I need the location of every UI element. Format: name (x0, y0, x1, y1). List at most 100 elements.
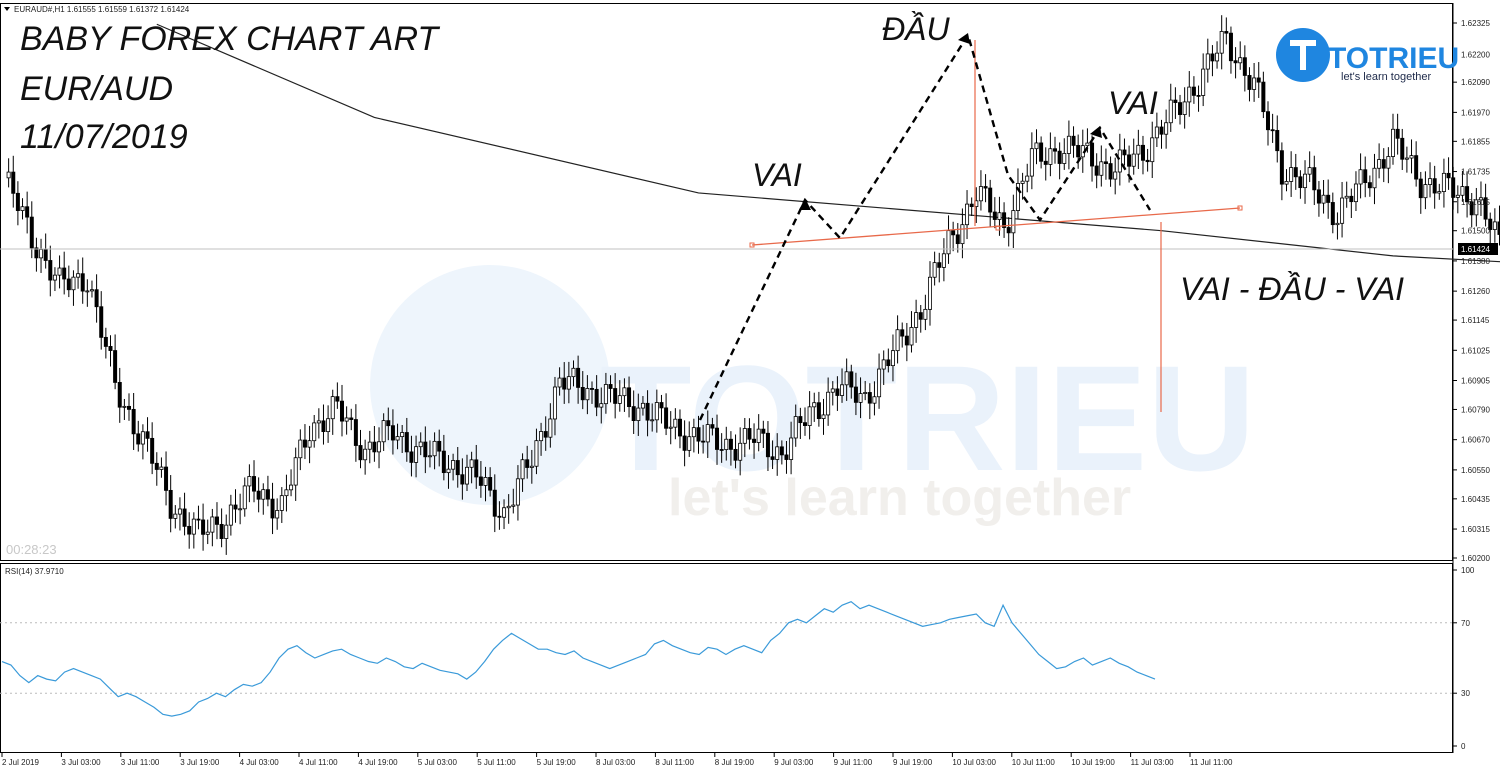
candle (1326, 179, 1331, 219)
candle (11, 155, 16, 208)
candle-body-bear (682, 435, 687, 451)
candle (918, 304, 923, 333)
candle (668, 411, 673, 445)
candle-body-bear (390, 425, 395, 441)
price-tick-label: 1.61735 (1461, 168, 1490, 177)
candle (983, 174, 988, 203)
candle-body-bull (965, 203, 970, 226)
candle (1335, 212, 1340, 240)
candle-body-bull (909, 327, 914, 346)
candle-body-bull (821, 414, 826, 420)
candle-body-bear (765, 432, 770, 458)
candle (1053, 136, 1058, 164)
price-axis: 1.62325 1.62200 1.62090 1.61970 1.61855 1.617… (1453, 19, 1490, 563)
candle-body-bear (747, 428, 752, 440)
candle (1201, 53, 1206, 107)
candle-body-bull (367, 441, 372, 450)
candle-body-bull (395, 436, 400, 441)
candle-body-bull (1391, 128, 1396, 157)
candle-body-bear (580, 387, 585, 401)
candle-body-bull (293, 457, 298, 486)
candle-body-bull (20, 206, 25, 211)
candle (529, 449, 534, 484)
candle-body-bear (455, 460, 460, 476)
candle-body-bull (622, 387, 627, 397)
candle-body-bull (650, 419, 655, 422)
candle-body-bull (668, 426, 673, 429)
candle-body-bull (344, 417, 349, 422)
arrow-head-icon (958, 33, 970, 44)
candle-body-bear (613, 388, 618, 404)
candle (608, 375, 613, 403)
candle-body-bear (99, 306, 104, 338)
logo-t-stem (1300, 40, 1306, 70)
candle (1168, 83, 1173, 132)
candle (719, 433, 724, 463)
neckline-handle-left (749, 242, 755, 248)
candle (705, 410, 710, 459)
time-tick-label: 5 Jul 11:00 (477, 758, 516, 767)
candle-body-bull (603, 384, 608, 405)
candle (302, 424, 307, 460)
candle-body-bull (1238, 57, 1243, 64)
candle (1020, 172, 1025, 200)
candle (1279, 142, 1284, 201)
watermark-title: TOTRIEU (600, 334, 1256, 502)
symbol-dropdown-icon[interactable] (4, 7, 10, 11)
candle (515, 465, 520, 521)
candle (238, 493, 243, 525)
candle-body-bear (951, 230, 956, 236)
candle (960, 208, 965, 259)
time-tick-label: 4 Jul 19:00 (358, 758, 398, 767)
time-tick-label: 10 Jul 11:00 (1012, 758, 1056, 767)
candle-body-bull (205, 531, 210, 535)
candle (43, 233, 48, 269)
candle (469, 451, 474, 484)
candle (289, 469, 294, 497)
candle (1006, 217, 1011, 247)
candle-body-bull (1025, 175, 1030, 182)
candle-body-bear (335, 396, 340, 402)
candle (233, 489, 238, 523)
candle-body-bear (103, 336, 108, 347)
candle (1122, 138, 1127, 166)
candle (293, 447, 298, 501)
candle (358, 429, 363, 469)
candle (400, 424, 405, 453)
candle-body-bear (1400, 137, 1405, 160)
candle (1340, 181, 1345, 238)
candle-body-bear (182, 508, 187, 527)
candle (1265, 101, 1270, 146)
candle-body-bear (715, 427, 720, 450)
candle-body-bull (654, 402, 659, 421)
logo-title: TOTRIEU (1328, 42, 1459, 75)
candle-body-bear (302, 439, 307, 448)
candle-body-bear (164, 466, 169, 491)
candle-body-bear (1381, 159, 1386, 169)
candle-body-bear (1483, 197, 1488, 220)
time-tick-label: 10 Jul 03:00 (952, 758, 996, 767)
candle-body-bear (853, 386, 858, 403)
candle (539, 422, 544, 456)
candle-body-bull (863, 392, 868, 394)
candle (1228, 26, 1233, 74)
candle (969, 197, 974, 216)
candle-body-bull (705, 424, 710, 443)
candle-body-bear (497, 515, 502, 518)
candle (117, 367, 122, 423)
candle-body-bear (835, 388, 840, 396)
candle-body-bull (895, 329, 900, 352)
candle (645, 390, 650, 437)
candle (191, 512, 196, 549)
candle-body-bull (807, 406, 812, 426)
candle (1492, 208, 1497, 243)
candle-body-bull (289, 484, 294, 491)
candle-body-bear (802, 422, 807, 426)
candle-body-bear (664, 407, 669, 429)
candle (853, 372, 858, 416)
candle-body-bull (1455, 194, 1460, 198)
candle (418, 432, 423, 456)
time-tick-label: 9 Jul 11:00 (834, 758, 873, 767)
candle-body-bull (1219, 31, 1224, 54)
rsi-line (1, 600, 1156, 717)
